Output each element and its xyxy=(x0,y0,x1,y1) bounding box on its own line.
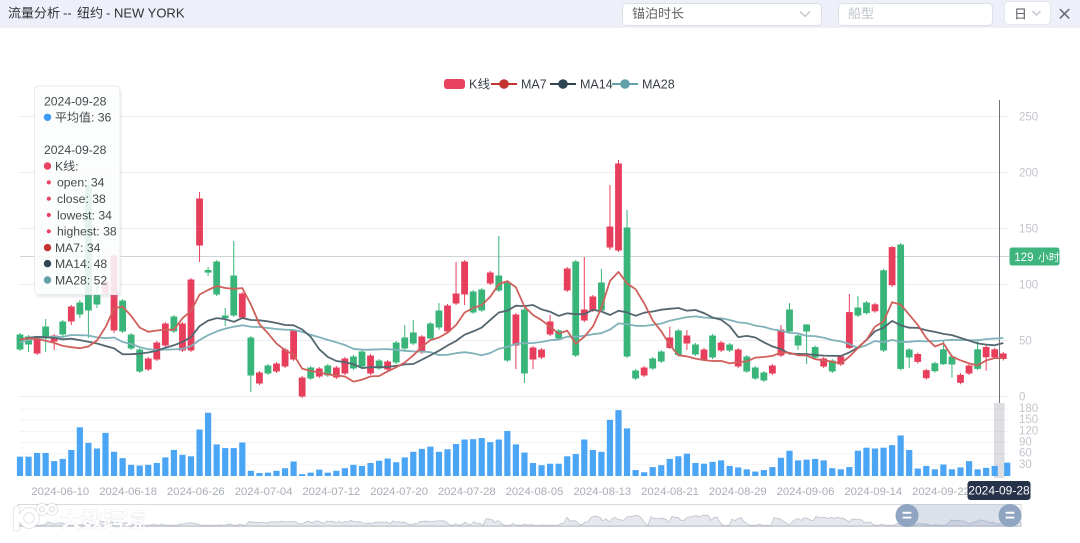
svg-text:2024-07-04: 2024-07-04 xyxy=(235,486,293,498)
svg-text:K: K xyxy=(55,159,63,173)
svg-text:180: 180 xyxy=(1019,403,1038,415)
svg-text:2024-06-10: 2024-06-10 xyxy=(31,486,89,498)
svg-text:MA7: MA7 xyxy=(521,78,547,92)
svg-text:100: 100 xyxy=(1019,280,1038,292)
svg-text:30: 30 xyxy=(1019,459,1032,471)
svg-text:200: 200 xyxy=(1019,168,1038,180)
svg-text:MA14: MA14 xyxy=(580,78,613,92)
svg-text:: 36: : 36 xyxy=(91,111,112,125)
svg-text:2024-09-28: 2024-09-28 xyxy=(44,94,107,108)
svg-text:highest: 38: highest: 38 xyxy=(57,225,117,239)
svg-text:2024-07-20: 2024-07-20 xyxy=(370,486,428,498)
svg-text:2024-06-18: 2024-06-18 xyxy=(99,486,157,498)
svg-text:2024-07-12: 2024-07-12 xyxy=(302,486,360,498)
svg-text:lowest: 34: lowest: 34 xyxy=(57,208,112,222)
svg-text:0: 0 xyxy=(1019,392,1025,404)
svg-text:60: 60 xyxy=(1019,448,1032,460)
svg-text:250: 250 xyxy=(1019,112,1038,124)
svg-text:2024-09-06: 2024-09-06 xyxy=(777,486,835,498)
svg-text:2024-08-13: 2024-08-13 xyxy=(573,486,631,498)
svg-text:close: 38: close: 38 xyxy=(57,192,106,206)
svg-text:MA7: 34: MA7: 34 xyxy=(55,241,101,255)
svg-text:2024-08-29: 2024-08-29 xyxy=(709,486,767,498)
svg-text:120: 120 xyxy=(1019,425,1038,437)
svg-text:- NEW YORK: - NEW YORK xyxy=(106,6,185,21)
svg-text:MA14: 48: MA14: 48 xyxy=(55,257,107,271)
svg-text:2024-09-14: 2024-09-14 xyxy=(844,486,902,498)
svg-text:MA28: MA28 xyxy=(642,78,675,92)
svg-text:150: 150 xyxy=(1019,224,1038,236)
svg-text:2024-09-28: 2024-09-28 xyxy=(968,484,1030,498)
svg-text:MA28: 52: MA28: 52 xyxy=(55,273,107,287)
svg-text:2024-07-28: 2024-07-28 xyxy=(438,486,496,498)
svg-text::: : xyxy=(75,159,78,173)
svg-text:129: 129 xyxy=(1014,251,1033,264)
svg-text:2024-09-22: 2024-09-22 xyxy=(912,486,970,498)
svg-text:50: 50 xyxy=(1019,336,1032,348)
svg-text:150: 150 xyxy=(1019,414,1038,426)
svg-text:2024-09-28: 2024-09-28 xyxy=(44,143,107,157)
svg-text:K: K xyxy=(469,78,478,92)
svg-text:2024-08-05: 2024-08-05 xyxy=(506,486,564,498)
svg-text:open: 34: open: 34 xyxy=(57,176,105,190)
svg-text:2024-06-26: 2024-06-26 xyxy=(167,486,225,498)
svg-text:--: -- xyxy=(63,6,72,21)
svg-text:90: 90 xyxy=(1019,437,1032,449)
svg-text:2024-08-21: 2024-08-21 xyxy=(641,486,699,498)
